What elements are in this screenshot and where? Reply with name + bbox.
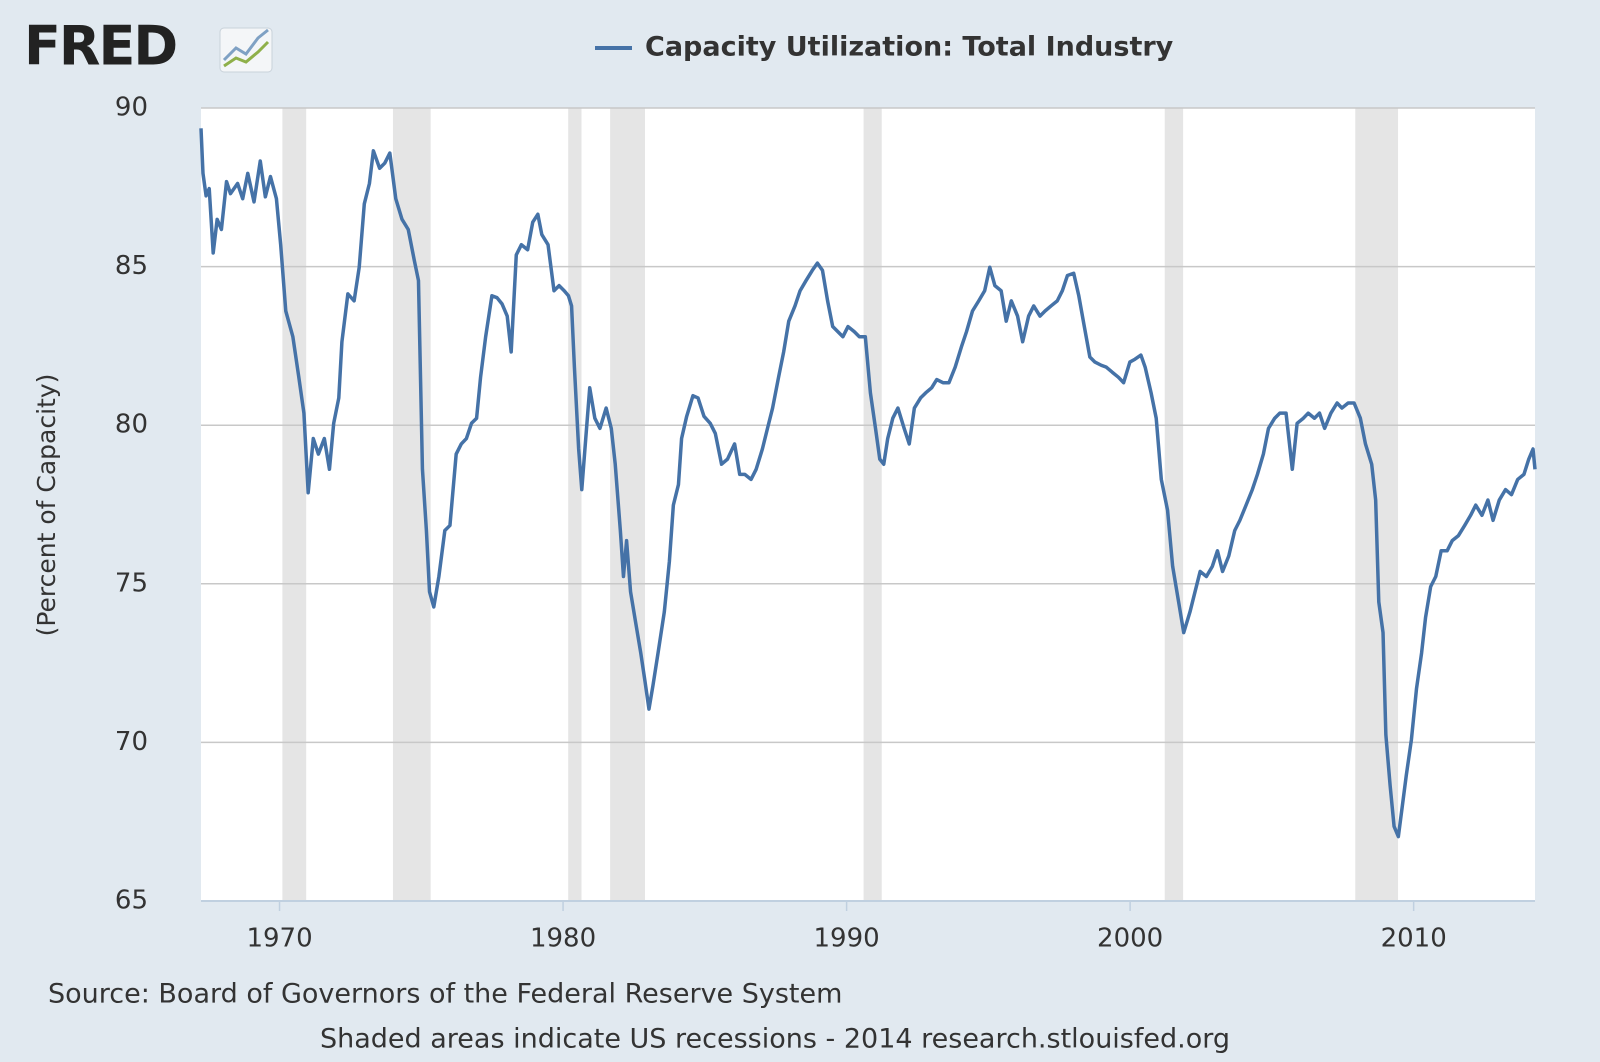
y-axis-label: (Percent of Capacity): [32, 374, 61, 637]
y-tick-label: 75: [115, 568, 148, 598]
data-line: [199, 128, 1537, 839]
y-tick-label: 90: [115, 93, 148, 123]
recession-band: [610, 108, 646, 901]
logo: FRED: [24, 15, 176, 78]
recession-band: [282, 108, 307, 901]
y-tick-label: 65: [115, 886, 148, 916]
recession-band: [568, 108, 582, 901]
source: Source: Board of Governors of the Federa…: [48, 979, 842, 1010]
y-tick-label: 85: [115, 251, 148, 281]
logo-icon: [219, 27, 273, 73]
legend-label: Capacity Utilization: Total Industry: [645, 32, 1174, 63]
recession-band: [1164, 108, 1184, 901]
x-tick-label: 2010: [1381, 924, 1447, 954]
x-tick-label: 1990: [814, 924, 880, 954]
recession-band: [863, 108, 882, 901]
y-tick-label: 70: [115, 727, 148, 757]
note: Shaded areas indicate US recessions - 20…: [320, 1024, 1230, 1055]
x-tick-label: 1980: [530, 924, 596, 954]
x-tick-label: 2000: [1097, 924, 1163, 954]
y-tick-label: 80: [115, 410, 148, 440]
x-tick-label: 1970: [246, 924, 312, 954]
